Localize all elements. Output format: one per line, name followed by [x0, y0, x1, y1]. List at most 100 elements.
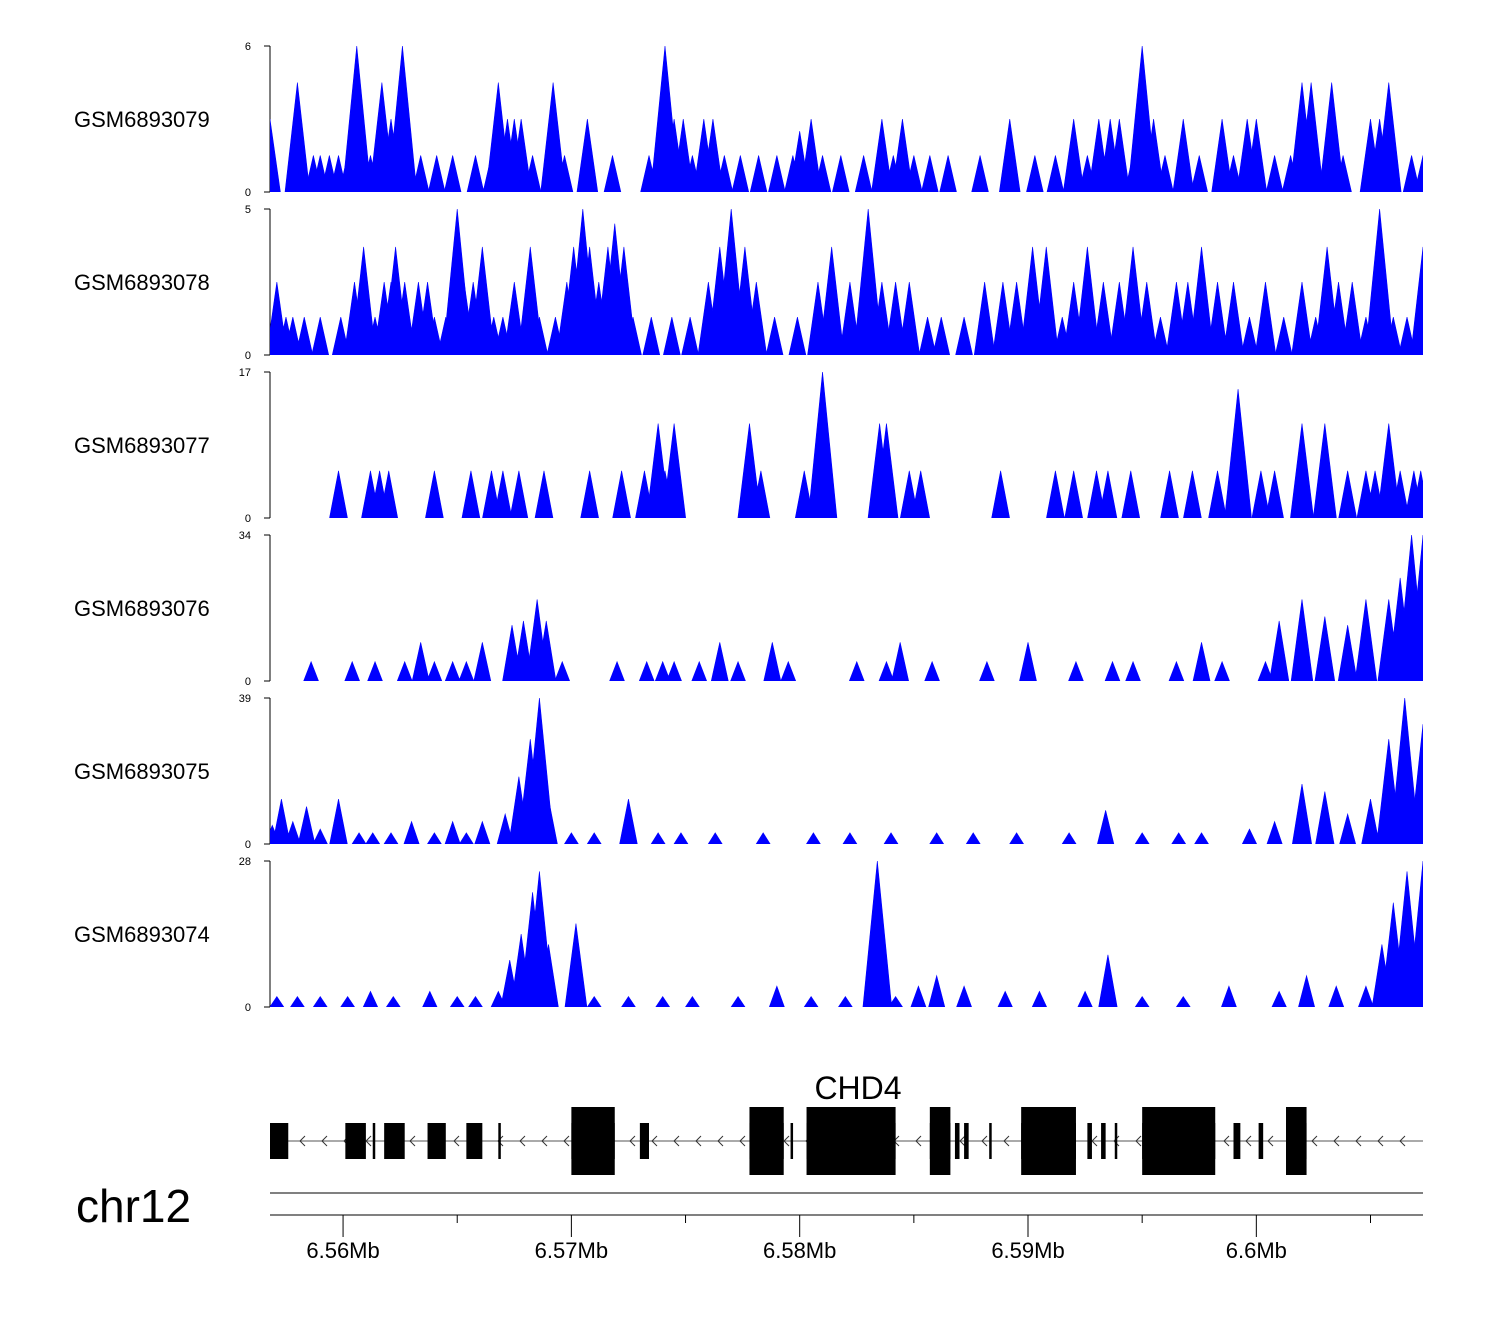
strand-arrow	[1245, 1135, 1252, 1147]
coverage-peak	[427, 832, 442, 844]
coverage-peak	[731, 155, 750, 192]
coverage-peak	[655, 996, 671, 1007]
coverage-area	[270, 697, 1423, 844]
track-label: GSM6893076	[74, 596, 210, 621]
coverage-peak	[971, 155, 989, 192]
track-GSM6893077: GSM6893077 17 0	[74, 367, 1423, 525]
strand-arrow	[695, 1135, 702, 1147]
coverage-peak	[396, 660, 413, 681]
coverage-peak	[312, 828, 328, 844]
coverage-peak	[329, 470, 348, 518]
strand-arrow	[1399, 1135, 1406, 1147]
coverage-peak	[1254, 281, 1277, 355]
y-tick-label-max: 6	[245, 41, 251, 53]
gene-exon	[372, 1123, 376, 1159]
gene-exon	[1087, 1123, 1092, 1159]
coverage-peak	[1290, 599, 1314, 681]
coverage-peak	[1046, 155, 1065, 192]
strand-arrow	[299, 1135, 306, 1147]
gene-exon	[1101, 1123, 1106, 1159]
coverage-peak	[1064, 470, 1083, 518]
coverage-peak	[586, 996, 602, 1007]
coverage-peak	[1245, 118, 1268, 192]
gene-label: CHD4	[814, 1070, 901, 1106]
coverage-peak	[1414, 155, 1423, 192]
track-GSM6893075: GSM6893075 39 0	[74, 693, 1423, 851]
coverage-peak	[1361, 799, 1380, 844]
coverage-peak	[580, 470, 599, 518]
strand-arrow	[1135, 1135, 1142, 1147]
strand-arrow	[497, 1135, 504, 1147]
coverage-peak	[883, 832, 899, 844]
coverage-peak	[1125, 660, 1141, 681]
coverage-peak	[749, 155, 768, 192]
coverage-peak	[730, 660, 746, 681]
coverage-peak	[586, 832, 602, 844]
strand-arrow	[717, 1135, 724, 1147]
coverage-peak	[365, 832, 381, 844]
coverage-peak	[1183, 470, 1202, 518]
y-tick-label-min: 0	[245, 1002, 251, 1014]
coverage-peak	[1046, 470, 1065, 518]
coverage-peak	[839, 281, 861, 355]
coverage-peak	[991, 470, 1010, 518]
coverage-peak	[1314, 616, 1336, 681]
coverage-peak	[730, 996, 746, 1007]
gene-exon	[466, 1123, 483, 1159]
gene-exon-thick	[806, 1107, 896, 1175]
coverage-peak	[1327, 281, 1350, 355]
coverage-peak	[270, 996, 285, 1007]
coverage-peak	[1061, 832, 1077, 844]
track-label: GSM6893078	[74, 270, 210, 295]
coverage-peak	[707, 832, 723, 844]
coverage-peak	[1077, 990, 1093, 1007]
coverage-peak	[1271, 990, 1287, 1007]
strand-arrow	[1113, 1135, 1120, 1147]
gene-exon	[790, 1123, 794, 1159]
gene-exon	[989, 1123, 992, 1159]
coverage-peak	[340, 996, 355, 1007]
coverage-peak	[403, 820, 420, 844]
coverage-peak	[473, 642, 492, 681]
track-GSM6893079: GSM6893079 6 0	[74, 41, 1423, 199]
coverage-peak	[650, 832, 666, 844]
coverage-peak	[1097, 810, 1115, 844]
coverage-peak	[1224, 155, 1243, 192]
gene-exon-thick	[929, 1107, 951, 1175]
coverage-peak	[474, 820, 491, 844]
coverage-peak	[1120, 246, 1146, 355]
strand-arrow	[673, 1135, 680, 1147]
coverage-peak	[458, 660, 475, 681]
coverage-peak	[444, 820, 461, 844]
gene-exon	[270, 1123, 289, 1159]
strand-arrow	[1267, 1135, 1274, 1147]
coverage-peak	[1121, 470, 1141, 518]
coverage-peak	[555, 155, 574, 192]
coverage-peak	[715, 155, 734, 192]
strand-arrow	[1377, 1135, 1384, 1147]
coverage-peak	[509, 470, 529, 518]
coverage-peak	[1156, 155, 1174, 192]
coverage-peak	[1151, 316, 1170, 355]
coverage-peak	[999, 118, 1021, 192]
coverage-peak	[297, 806, 316, 844]
y-tick-label-max: 39	[239, 693, 251, 705]
coverage-peak	[842, 832, 858, 844]
coverage-peak	[624, 316, 642, 355]
coverage-peak	[466, 155, 485, 192]
coverage-peak	[367, 660, 383, 681]
coverage-peak	[1171, 832, 1187, 844]
coverage-peak	[1265, 155, 1284, 192]
coverage-peak	[1190, 155, 1208, 192]
coverage-peak	[611, 246, 637, 355]
coverage-peak	[621, 996, 636, 1007]
gene-exon	[384, 1123, 405, 1159]
coverage-peak	[1251, 470, 1271, 518]
coverage-peak	[642, 316, 661, 355]
coverage-peak	[1134, 996, 1150, 1007]
coverage-peak	[932, 316, 951, 355]
coverage-peak	[1074, 246, 1100, 355]
coverage-peak	[1098, 954, 1118, 1007]
coverage-peak	[536, 620, 557, 681]
